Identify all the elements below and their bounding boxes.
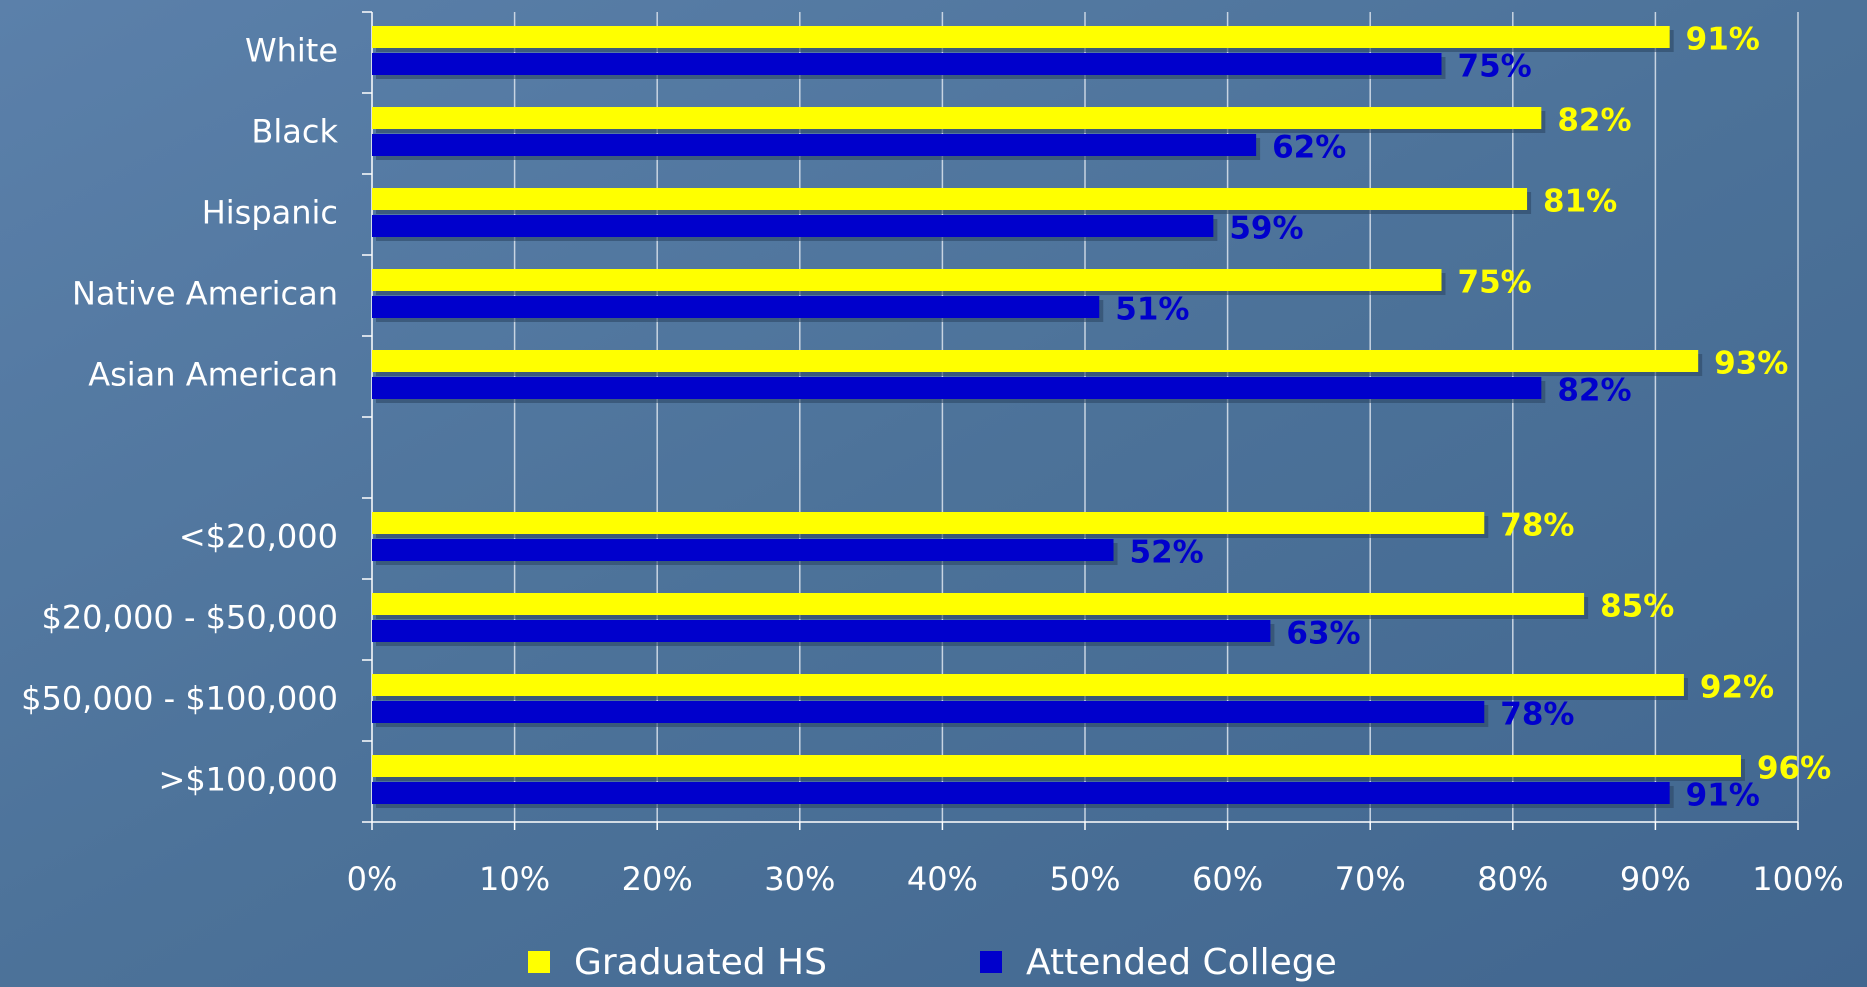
bar	[372, 377, 1542, 399]
bar	[372, 269, 1442, 291]
x-tick-label: 70%	[1335, 860, 1406, 898]
category-label: Black	[251, 113, 338, 151]
bar	[372, 674, 1684, 696]
x-tick-label: 10%	[479, 860, 550, 898]
bar	[372, 539, 1114, 561]
category-label: Native American	[72, 275, 338, 313]
value-label: 82%	[1557, 373, 1631, 409]
value-label: 51%	[1115, 292, 1189, 328]
legend-label: Graduated HS	[574, 942, 827, 983]
x-tick-label: 80%	[1477, 860, 1548, 898]
x-tick-label: 60%	[1192, 860, 1263, 898]
legend-label: Attended College	[1026, 942, 1337, 983]
value-label: 82%	[1557, 103, 1631, 139]
value-label: 59%	[1229, 211, 1303, 247]
legend-swatch	[980, 951, 1002, 973]
bar	[372, 755, 1741, 777]
x-tick-label: 100%	[1752, 860, 1843, 898]
bar	[372, 215, 1214, 237]
bar	[372, 188, 1528, 210]
value-label: 63%	[1286, 616, 1360, 652]
bar	[372, 26, 1670, 48]
value-label: 91%	[1686, 778, 1760, 814]
category-label: Asian American	[88, 356, 338, 394]
value-label: 78%	[1500, 697, 1574, 733]
value-label: 92%	[1700, 670, 1774, 706]
x-tick-label: 30%	[764, 860, 835, 898]
category-label: White	[245, 32, 338, 70]
x-tick-label: 90%	[1620, 860, 1691, 898]
category-label: $50,000 - $100,000	[21, 680, 338, 718]
value-label: 91%	[1686, 22, 1760, 58]
value-label: 75%	[1458, 265, 1532, 301]
value-label: 93%	[1714, 346, 1788, 382]
bar	[372, 134, 1257, 156]
category-label: <$20,000	[179, 518, 338, 556]
category-label: $20,000 - $50,000	[41, 599, 338, 637]
bar	[372, 107, 1542, 129]
value-label: 81%	[1543, 184, 1617, 220]
bar	[372, 701, 1485, 723]
bar	[372, 620, 1271, 642]
x-tick-label: 20%	[622, 860, 693, 898]
value-label: 85%	[1600, 589, 1674, 625]
value-label: 75%	[1458, 49, 1532, 85]
bar	[372, 53, 1442, 75]
category-label: Hispanic	[202, 194, 338, 232]
x-tick-label: 50%	[1049, 860, 1120, 898]
bar	[372, 593, 1585, 615]
legend-swatch	[528, 951, 550, 973]
bar	[372, 782, 1670, 804]
value-label: 52%	[1130, 535, 1204, 571]
value-label: 78%	[1500, 508, 1574, 544]
bar	[372, 512, 1485, 534]
x-tick-label: 0%	[347, 860, 398, 898]
value-label: 96%	[1757, 751, 1831, 787]
bar	[372, 296, 1100, 318]
category-label: >$100,000	[159, 761, 339, 799]
x-tick-label: 40%	[907, 860, 978, 898]
value-label: 62%	[1272, 130, 1346, 166]
bar	[372, 350, 1699, 372]
